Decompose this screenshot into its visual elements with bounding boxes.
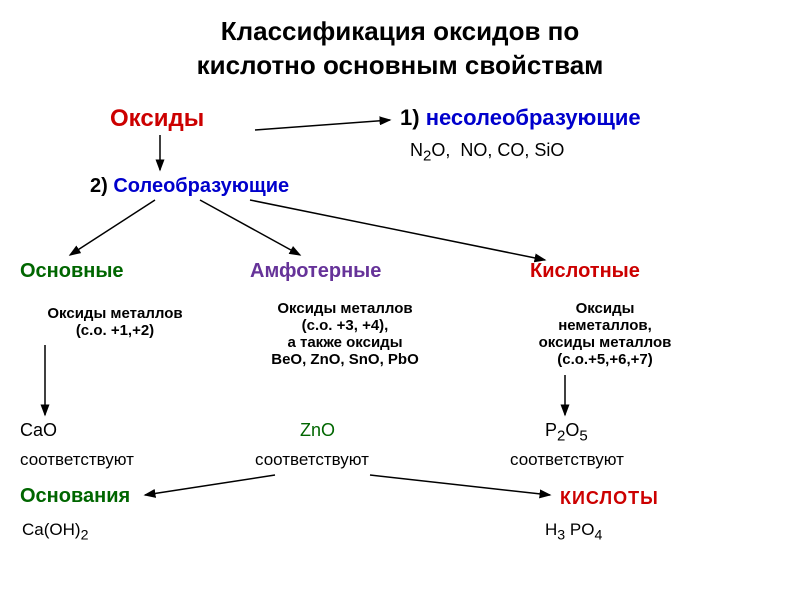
arrow-amph-basic [145,475,275,495]
arrow-salt-acidic [250,200,545,260]
basic-result: Основания [20,485,130,508]
arrow-oxides-nonsalt [255,120,390,130]
diagram-title: Классификация оксидов по кислотно основн… [0,0,800,83]
basic-label: Основные [20,260,124,283]
basic-desc-1: Оксиды металлов [25,305,205,322]
acidic-desc-3: оксиды металлов [515,334,695,351]
basic-result-example: Ca(OH)2 [22,520,88,543]
acidic-desc-4: (с.о.+5,+6,+7) [515,351,695,368]
acidic-label: Кислотные [530,260,640,283]
non-salt-examples: N2O, NO, CO, SiO [410,140,564,165]
amphoteric-desc-3: а также оксиды [245,334,445,351]
amphoteric-desc: Оксиды металлов (с.о. +3, +4), а также о… [245,300,445,368]
amphoteric-desc-1: Оксиды металлов [245,300,445,317]
amphoteric-label: Амфотерные [250,260,381,283]
arrow-amph-acidic [370,475,550,495]
amphoteric-desc-2: (с.о. +3, +4), [245,317,445,334]
acidic-result-example: H3 PO4 [545,520,602,543]
non-salt-label: 1) несолеобразующие [400,105,641,131]
amphoteric-example: ZnO [300,420,335,441]
acidic-desc: Оксиды неметаллов, оксиды металлов (с.о.… [515,300,695,368]
basic-example: CaO [20,420,57,441]
basic-desc-2: (с.о. +1,+2) [25,322,205,339]
acidic-desc-1: Оксиды [515,300,695,317]
amphoteric-desc-4: BeO, ZnO, SnO, PbO [245,351,445,368]
acidic-desc-2: неметаллов, [515,317,695,334]
amphoteric-match: соответствуют [255,450,369,470]
basic-desc: Оксиды металлов (с.о. +1,+2) [25,305,205,339]
arrow-salt-basic [70,200,155,255]
title-line2: кислотно основным свойствам [0,49,800,83]
arrow-salt-amphoteric [200,200,300,255]
acidic-result: КИСЛОТЫ [560,488,659,509]
basic-match: соответствуют [20,450,134,470]
acidic-example: P2O5 [545,420,588,445]
oxides-label: Оксиды [110,105,204,133]
acidic-match: соответствуют [510,450,624,470]
title-line1: Классификация оксидов по [0,15,800,49]
salt-forming-label: 2) Солеобразующие [90,175,289,198]
